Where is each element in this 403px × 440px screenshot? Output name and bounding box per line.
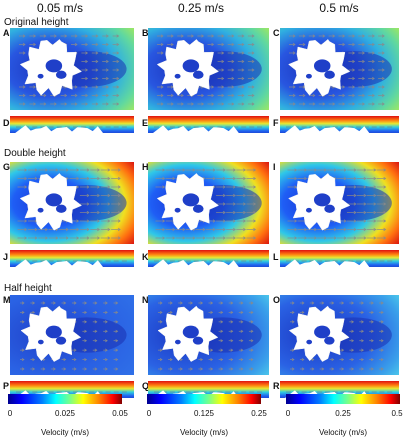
section-title-double: Double height — [4, 148, 66, 159]
reef-profile — [280, 125, 399, 136]
colorbar-2-tick-max: 0.25 — [251, 409, 267, 418]
profile-panel-f — [280, 116, 399, 136]
flow-panel-o — [280, 295, 399, 375]
colorbar-1 — [8, 394, 122, 404]
panel-letter-g: G — [3, 162, 11, 172]
colorbar-3-tick-mid: 0.25 — [335, 409, 351, 418]
flow-panel-a — [10, 28, 134, 110]
colorbar-2-tick-mid: 0.125 — [193, 409, 215, 418]
panel-letter-c: C — [273, 28, 280, 38]
panel-letter-m: M — [3, 295, 11, 305]
panel-letter-a: A — [3, 28, 10, 38]
reef-profile — [148, 259, 269, 270]
profile-panel-l — [280, 250, 399, 270]
colorbar-1-label: Velocity (m/s) — [40, 428, 89, 437]
panel-letter-i: I — [273, 162, 276, 172]
colorbar-1-tick-min: 0 — [7, 409, 13, 418]
section-title-half: Half height — [4, 283, 52, 294]
flow-panel-c — [280, 28, 399, 110]
reef-profile — [10, 125, 134, 136]
panel-letter-j: J — [3, 252, 9, 262]
colorbar-3 — [286, 394, 400, 404]
panel-letter-n: N — [142, 295, 149, 305]
reef-profile — [148, 125, 269, 136]
colorbar-1-tick-max: 0.05 — [112, 409, 128, 418]
panel-letter-k: K — [142, 252, 149, 262]
panel-letter-b: B — [142, 28, 149, 38]
reef-profile — [280, 259, 399, 270]
panel-letter-p: P — [3, 381, 10, 391]
column-header-2: 0.25 m/s — [177, 1, 225, 15]
profile-panel-d — [10, 116, 134, 136]
colorbar-3-tick-min: 0 — [285, 409, 291, 418]
panel-letter-h: H — [142, 162, 149, 172]
panel-letter-d: D — [3, 118, 10, 128]
panel-letter-r: R — [273, 381, 280, 391]
flow-panel-g — [10, 162, 134, 244]
colorbar-3-label: Velocity (m/s) — [318, 428, 367, 437]
panel-letter-o: O — [273, 295, 281, 305]
flow-panel-i — [280, 162, 399, 244]
profile-panel-e — [148, 116, 269, 136]
flow-panel-h — [148, 162, 269, 244]
flow-panel-b — [148, 28, 269, 110]
profile-panel-k — [148, 250, 269, 270]
colorbar-1-tick-mid: 0.025 — [54, 409, 76, 418]
reef-profile — [10, 259, 134, 270]
panel-letter-f: F — [273, 118, 279, 128]
colorbar-2-tick-min: 0 — [146, 409, 152, 418]
profile-panel-j — [10, 250, 134, 270]
panel-letter-l: L — [273, 252, 279, 262]
panel-letter-e: E — [142, 118, 149, 128]
flow-panel-m — [10, 295, 134, 375]
section-title-original: Original height — [4, 17, 69, 28]
panel-letter-q: Q — [142, 381, 150, 391]
colorbar-2-label: Velocity (m/s) — [179, 428, 228, 437]
column-header-1: 0.05 m/s — [36, 1, 84, 15]
flow-panel-n — [148, 295, 269, 375]
column-header-3: 0.5 m/s — [319, 1, 359, 15]
colorbar-3-tick-max: 0.5 — [391, 409, 403, 418]
colorbar-2 — [147, 394, 261, 404]
